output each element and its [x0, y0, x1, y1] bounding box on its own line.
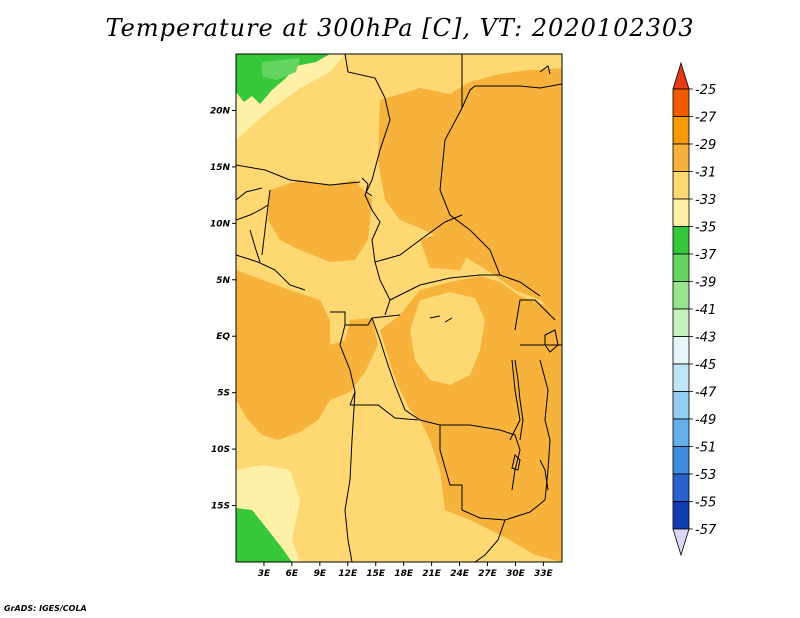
colorbar-swatch	[672, 143, 690, 172]
colorbar-label: -41	[695, 303, 716, 318]
colorbar-swatch	[672, 171, 690, 200]
map-frame	[235, 53, 563, 563]
field-orange-central	[420, 230, 470, 270]
lon-tick-label: 24E	[450, 569, 470, 579]
lon-tick-label: 15E	[366, 569, 386, 579]
lat-tick-label: 5S	[217, 389, 230, 399]
lon-tick-label: 30E	[506, 569, 526, 579]
lon-tick-label: 9E	[314, 569, 327, 579]
colorbar-label: -33	[695, 193, 716, 208]
lon-tick-label: 21E	[422, 569, 442, 579]
latitude-axis: 20N 15N 10N 5N EQ 5S 10S 15S	[210, 106, 236, 512]
colorbar-label: -47	[695, 386, 717, 401]
field-orange-central-west	[268, 180, 372, 262]
lon-tick-label: 6E	[286, 569, 299, 579]
chart-title: Temperature at 300hPa [C], VT: 202010230…	[105, 14, 695, 42]
colorbar-swatch	[672, 281, 690, 310]
field-green-south	[236, 508, 292, 562]
field-green-north	[236, 54, 330, 104]
lon-tick-label: 18E	[394, 569, 414, 579]
field-lightgreen-north	[262, 58, 300, 80]
lon-tick-label: 3E	[258, 569, 271, 579]
field-orange-northeast	[378, 68, 562, 320]
colorbar-swatch	[672, 336, 690, 365]
lat-tick-label: 10N	[210, 219, 231, 229]
colorbar-swatch	[672, 363, 690, 392]
colorbar-swatch	[672, 473, 690, 502]
colorbar-label: -49	[695, 413, 716, 428]
lat-tick-label: 10S	[211, 445, 230, 455]
colorbar-bottom-arrow	[672, 528, 690, 557]
colorbar-swatch	[672, 198, 690, 227]
colorbar-swatch	[672, 446, 690, 475]
colorbar-swatch	[672, 253, 690, 282]
lat-tick-label: EQ	[216, 332, 230, 342]
colorbar-label: -43	[695, 331, 716, 346]
colorbar-swatch	[672, 116, 690, 145]
lat-tick-label: 20N	[210, 106, 231, 116]
longitude-axis: 3E 6E 9E 12E 15E 18E 21E 24E 27E 30E 33E	[258, 562, 554, 579]
lon-tick-label: 33E	[534, 569, 554, 579]
lon-tick-label: 27E	[478, 569, 498, 579]
colorbar-swatch	[672, 418, 690, 447]
colorbar-label: -45	[695, 358, 716, 373]
colorbar-label: -55	[695, 496, 716, 511]
credit-text: GrADS: IGES/COLA	[4, 604, 87, 613]
lat-tick-label: 15N	[210, 163, 231, 173]
colorbar-swatch	[672, 308, 690, 337]
field-angola	[348, 392, 420, 525]
colorbar-top-arrow	[672, 61, 690, 90]
colorbar-label: -29	[695, 138, 716, 153]
colorbar-label: -51	[695, 441, 716, 456]
lat-tick-label: 5N	[216, 276, 230, 286]
lon-tick-label: 12E	[338, 569, 358, 579]
temperature-field	[236, 54, 562, 562]
colorbar: -25 -27 -29 -31 -33 -35 -37 -39 -41 -43 -45 -47 -49 -…	[672, 61, 717, 557]
field-congo-basin	[410, 292, 485, 385]
colorbar-label: -35	[695, 221, 716, 236]
colorbar-label: -31	[695, 166, 716, 181]
colorbar-swatch	[672, 226, 690, 255]
colorbar-swatch	[672, 391, 690, 420]
country-borders	[236, 54, 562, 562]
field-orange-west-coast	[236, 270, 378, 440]
colorbar-label: -57	[695, 523, 717, 538]
colorbar-label: -25	[695, 83, 716, 98]
lakes	[361, 65, 559, 491]
colorbar-label: -27	[695, 111, 717, 126]
colorbar-label: -53	[695, 468, 716, 483]
colorbar-label: -39	[695, 276, 716, 291]
lat-tick-label: 15S	[211, 502, 230, 512]
colorbar-swatch	[672, 88, 690, 117]
colorbar-label: -37	[695, 248, 717, 263]
colorbar-swatch	[672, 501, 690, 530]
